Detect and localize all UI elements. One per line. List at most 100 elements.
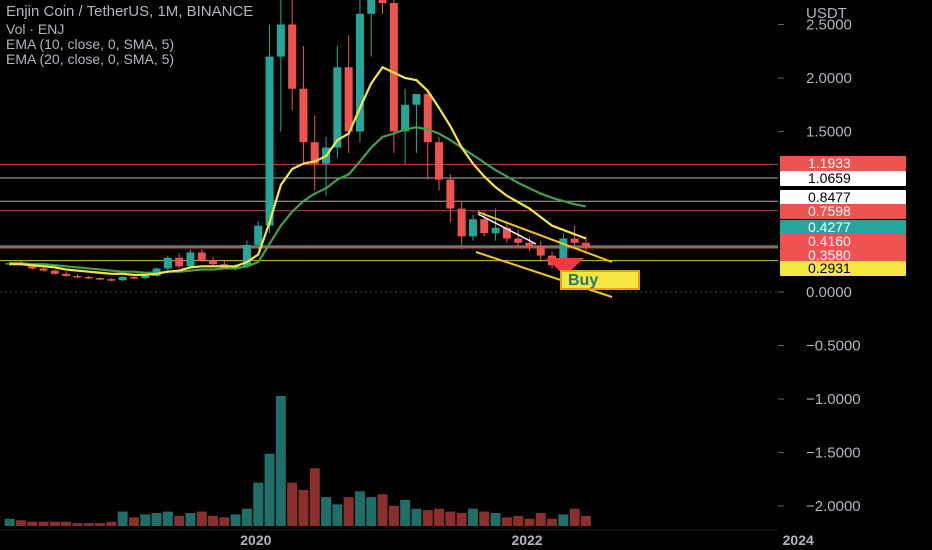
candle-body [141, 275, 150, 279]
ema20-line [9, 126, 587, 274]
buy-box [560, 270, 640, 290]
ema10-line [9, 65, 587, 276]
volume-bar [83, 523, 94, 526]
candle-body [378, 0, 387, 4]
price-tick-label: −1.0000 [806, 391, 861, 408]
price-badge [780, 248, 906, 263]
price-badge-label: 1.1933 [808, 155, 851, 171]
candle-body [175, 257, 184, 267]
volume-bar [513, 515, 524, 526]
candle-body [581, 242, 590, 248]
volume-bar [377, 494, 388, 526]
volume-bar [151, 513, 162, 526]
ema-lines [9, 65, 587, 276]
symbol-title[interactable]: Enjin Coin / TetherUS, 1M, BINANCE [6, 3, 254, 20]
price-tick-label: −2.0000 [806, 498, 861, 515]
volume-bar [400, 500, 411, 526]
volume-bar [366, 497, 377, 526]
candle-body [536, 245, 545, 256]
candle-body [242, 244, 251, 267]
volume-bar [174, 515, 185, 526]
volume-bar [490, 513, 501, 526]
candle-body [491, 227, 500, 234]
buy-annotation: Buy [546, 258, 640, 290]
candle-body [28, 265, 37, 269]
volume-bar [558, 514, 569, 526]
buy-arrow-icon [546, 258, 584, 276]
candle-body [446, 179, 455, 209]
trend-line [477, 213, 537, 245]
candle-body [107, 279, 116, 281]
volume-bar [580, 515, 591, 526]
ema10-legend[interactable]: EMA (10, close, 0, SMA, 5) [6, 36, 175, 52]
volume-bar [230, 514, 241, 526]
candle-body [502, 227, 511, 239]
price-tick-label: −1.5000 [806, 445, 861, 462]
candle-body [50, 270, 59, 274]
volume-bar [434, 508, 445, 526]
candle-body [310, 142, 319, 164]
volume-bar [411, 508, 422, 526]
volume-bar [140, 514, 151, 526]
price-badge [780, 190, 906, 205]
price-tick-label: 1.5000 [806, 124, 852, 141]
candle-body [129, 277, 138, 279]
volume-bar [106, 521, 117, 526]
price-tick-label: 0.0000 [806, 284, 852, 301]
price-badge-label: 0.7598 [808, 203, 851, 219]
candle-body [480, 219, 489, 234]
candle-body [62, 273, 71, 276]
candle-body [209, 259, 218, 265]
candle-body [299, 88, 308, 143]
volume-bars [4, 396, 591, 526]
price-tick-label: 2.0000 [806, 70, 852, 87]
volume-bar [501, 517, 512, 526]
horizontal-levels [0, 163, 778, 293]
candle-body [73, 275, 82, 278]
candle-body [514, 238, 523, 243]
volume-bar [27, 521, 38, 526]
volume-bar [354, 491, 365, 526]
volume-bar [15, 520, 26, 526]
candle-body [265, 56, 274, 226]
price-badge [780, 220, 906, 235]
volume-bar [38, 521, 49, 526]
volume-bar [4, 518, 15, 526]
volume-bar [309, 468, 320, 526]
volume-bar [61, 521, 72, 526]
volume-bar [332, 504, 343, 526]
volume-bar [196, 511, 207, 526]
volume-legend[interactable]: Vol · ENJ [6, 21, 65, 37]
candles [5, 0, 590, 282]
volume-bar [275, 396, 286, 526]
price-badge-label: 0.2931 [808, 260, 851, 276]
price-badge [780, 156, 906, 171]
candle-body [39, 268, 48, 271]
volume-bar [422, 510, 433, 526]
price-badge-label: 1.0659 [808, 170, 851, 186]
price-tick-label: −0.5000 [806, 338, 861, 355]
price-axis-ticks: 2.5000 2.0000 1.5000 0.0000 −0.5000 −1.0000 −1… [778, 17, 861, 515]
volume-bar [467, 508, 478, 526]
volume-bar [95, 523, 106, 526]
volume-bar [72, 523, 83, 526]
price-badge-label: 0.3580 [808, 247, 851, 263]
buy-label: Buy [568, 272, 598, 289]
candle-body [333, 67, 342, 148]
volume-bar [445, 511, 456, 526]
candle-body [401, 104, 410, 132]
volume-bar [321, 497, 332, 526]
volume-bar [241, 508, 252, 526]
volume-bar [219, 517, 230, 526]
candle-body [367, 0, 376, 14]
channel-upper-line [477, 211, 613, 263]
volume-bar [479, 511, 490, 526]
candle-body [423, 94, 432, 143]
ema20-legend[interactable]: EMA (20, close, 0, SMA, 5) [6, 51, 175, 67]
volume-bar [547, 518, 558, 526]
candle-body [525, 242, 534, 246]
time-tick-label: 2022 [511, 532, 542, 548]
volume-bar [535, 513, 546, 526]
